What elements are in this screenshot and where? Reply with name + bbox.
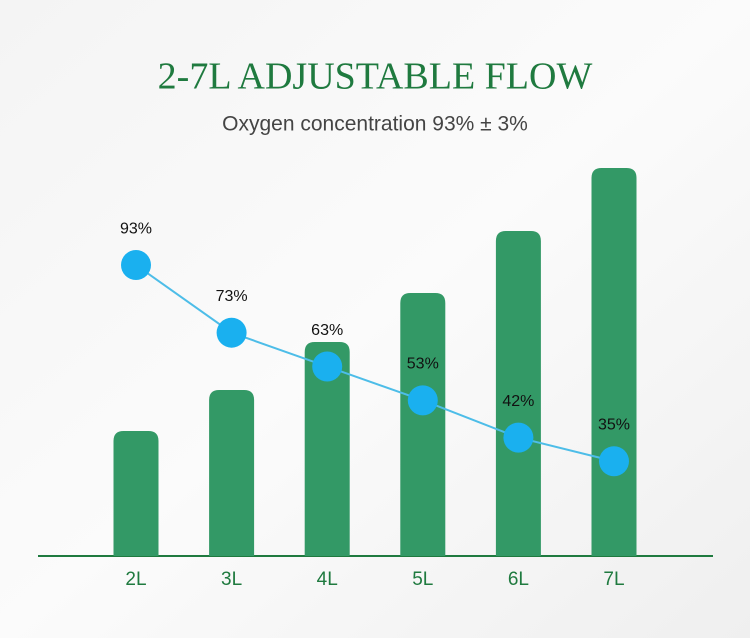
x-tick-label: 3L [221, 569, 242, 590]
value-label: 73% [216, 288, 248, 305]
x-tick-label: 2L [125, 569, 146, 590]
bar [113, 431, 159, 556]
bar [209, 390, 255, 556]
marker [121, 250, 151, 281]
chart-subtitle: Oxygen concentration 93% ± 3% [222, 113, 528, 136]
x-tick-label: 6L [508, 569, 529, 590]
value-label: 42% [502, 393, 534, 410]
x-tick-label: 5L [412, 569, 433, 590]
marker [312, 351, 343, 382]
bar [591, 168, 637, 556]
x-tick-label: 4L [317, 569, 338, 590]
marker [407, 385, 438, 416]
value-label: 63% [311, 322, 343, 339]
line [135, 264, 615, 463]
bar [495, 231, 541, 556]
x-tick-label: 7L [603, 569, 624, 590]
value-label: 93% [120, 220, 152, 237]
marker [503, 422, 534, 453]
marker [599, 446, 629, 477]
value-label: 53% [407, 356, 439, 373]
chart-title: 2-7L ADJUSTABLE FLOW [158, 56, 593, 98]
bar [304, 342, 350, 556]
bar [400, 293, 446, 556]
value-label: 35% [598, 416, 630, 433]
marker [216, 317, 247, 348]
